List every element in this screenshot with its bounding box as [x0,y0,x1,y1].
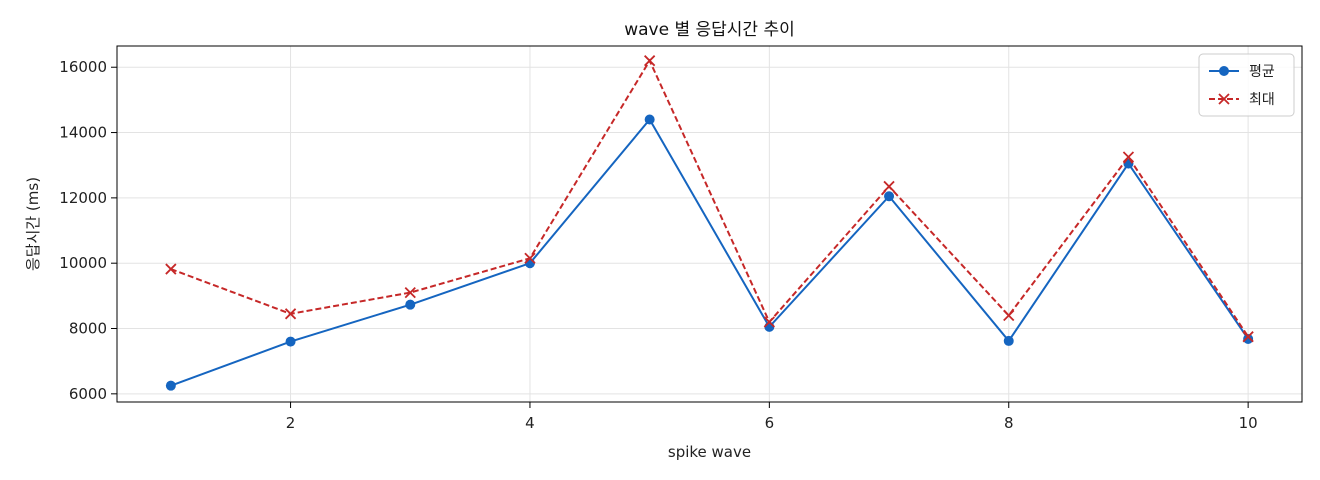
series-2-point [644,55,656,67]
ticks: 2 4 6 8 10 6000 8000 10000 12000 14000 16000 [59,58,1257,432]
series-1-point [405,299,416,310]
series-1-point [644,114,655,125]
series-1-line [170,117,1249,387]
series-1-point [1003,335,1014,346]
series-layer [165,55,1254,391]
series-2 [165,55,1254,343]
legend-item-1: 평균 [1209,64,1275,80]
chart-title: wave 별 응답시간 추이 [624,20,795,40]
series-1-point [1243,333,1254,344]
y-axis-title: 응답시간 (ms) [24,177,42,271]
x-tick-label: 10 [1239,414,1258,432]
legend-swatch-marker [1218,93,1230,105]
legend-label: 평균 [1249,64,1275,80]
series-2-point [1122,151,1135,163]
series-2-point [763,316,775,328]
series-2-point [883,180,895,193]
y-tick-label: 8000 [69,320,107,338]
y-tick-label: 14000 [59,124,107,142]
legend-swatch-marker [1219,66,1229,76]
y-tick-label: 10000 [59,254,107,272]
series-2-point [1003,309,1015,322]
series-1-point [165,380,176,391]
series-2-line [170,58,1249,338]
x-tick-label: 8 [1004,414,1014,432]
series-2-point [404,286,416,299]
series-1-point [884,191,895,202]
y-tick-label: 16000 [59,58,107,76]
series-2-point [1242,331,1254,343]
x-tick-label: 2 [286,414,296,432]
plot-frame [116,45,1303,403]
x-tick-label: 6 [765,414,775,432]
legend-item-2: 최대 [1209,92,1275,108]
series-1-point [285,336,296,347]
x-axis-title: spike wave [668,443,751,461]
x-tick-label: 4 [525,414,535,432]
legend-label: 최대 [1249,92,1275,108]
y-tick-label: 12000 [59,189,107,207]
y-tick-label: 6000 [69,385,107,403]
series-2-point [524,252,536,264]
series-2-point [165,263,177,275]
series-2-point [284,308,297,320]
legend-box [1198,53,1295,117]
